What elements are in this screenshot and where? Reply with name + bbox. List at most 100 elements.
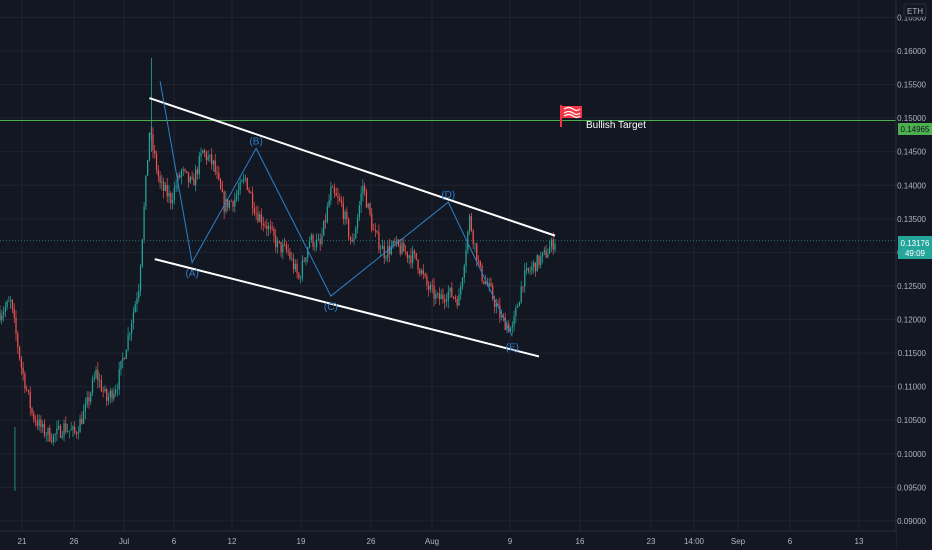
candle-body — [131, 323, 133, 334]
candle-body — [33, 413, 35, 420]
candle-body — [113, 393, 115, 399]
candle-body — [77, 432, 79, 434]
candle-body — [91, 379, 94, 394]
candle-body — [31, 407, 33, 414]
candle-body — [42, 423, 44, 428]
bullish-target-annotation[interactable]: Bullish Target — [560, 105, 646, 131]
candle-body — [479, 260, 481, 267]
candle-body — [319, 239, 321, 244]
channel-lower-line — [154, 258, 540, 358]
candle-body — [262, 223, 264, 225]
candle-body — [221, 188, 223, 193]
candle-body — [374, 230, 376, 232]
candle-body — [474, 243, 476, 245]
candle-body — [497, 304, 499, 306]
time-tick-label: 26 — [367, 537, 376, 546]
candle-body — [292, 258, 295, 270]
candle-body — [483, 280, 485, 284]
candle-body — [445, 301, 448, 302]
time-tick-label: 21 — [18, 537, 27, 546]
price-tick-label: 0.09000 — [897, 517, 926, 526]
candle-body — [470, 215, 473, 231]
candle-body — [397, 239, 400, 246]
candle-body — [260, 214, 263, 224]
candle-body — [323, 220, 325, 236]
candle-body — [8, 301, 10, 302]
candle-body — [501, 316, 503, 318]
candle-body — [74, 426, 76, 433]
grid — [0, 0, 896, 531]
candle-body — [504, 317, 506, 331]
candle-body — [477, 260, 480, 262]
candle-body — [533, 262, 535, 267]
candle-body — [116, 389, 119, 391]
candle-body — [291, 258, 293, 259]
candle-body — [145, 175, 147, 207]
candle-body — [460, 286, 462, 295]
candle-body — [264, 224, 266, 227]
candle-body — [372, 229, 375, 231]
candle-body — [456, 299, 458, 306]
currency-label: ETH — [907, 7, 923, 16]
candle-body — [399, 245, 401, 254]
candle-body — [308, 240, 311, 248]
candle-body — [332, 187, 334, 188]
candle-body — [63, 423, 65, 436]
price-axis[interactable]: 0.16500 0.16000 0.15500 0.15000 0.14500 0.140… — [895, 0, 932, 550]
candle-body — [401, 242, 403, 254]
time-axis[interactable]: 21 26 Jul 6 12 19 26 Aug 9 16 23 14:00 Sep 6 13 — [0, 530, 896, 550]
candle-body — [449, 287, 451, 292]
candle-body — [132, 312, 135, 324]
candle-body — [104, 389, 106, 392]
channel-upper-line — [149, 97, 556, 237]
wave-label: (B) — [249, 136, 262, 147]
candle-body — [527, 268, 529, 271]
candle-body — [326, 206, 328, 222]
candle-body — [52, 435, 54, 443]
candle-body — [276, 241, 279, 248]
wave-label: (D) — [441, 190, 455, 201]
candle-body — [129, 333, 131, 335]
wave-label: (A) — [185, 268, 198, 279]
candle-body — [250, 191, 252, 194]
candle-body — [273, 228, 275, 236]
candle-body — [310, 235, 312, 241]
candle-body — [47, 428, 49, 436]
candle-body — [211, 154, 213, 165]
candle-body — [200, 153, 202, 157]
candle-body — [541, 252, 544, 257]
candle-body — [141, 239, 143, 266]
candle-body — [157, 169, 159, 177]
candle-body — [143, 206, 145, 240]
candle-body — [305, 257, 307, 262]
candle-body — [296, 263, 298, 274]
candle-body — [123, 358, 126, 359]
candle-body — [511, 325, 513, 328]
price-tick-label: 0.10000 — [897, 450, 926, 459]
candle-body — [333, 187, 336, 194]
candle-body — [458, 294, 460, 306]
target-price-badge — [898, 123, 932, 135]
candle-body — [95, 369, 97, 378]
candle-body — [543, 250, 545, 253]
candle-body — [111, 390, 113, 399]
time-axis-background — [0, 531, 896, 550]
candle-body — [225, 198, 227, 212]
candle-body — [173, 187, 175, 201]
candle-body — [485, 282, 487, 284]
time-tick-label: 14:00 — [684, 537, 705, 546]
candle-body — [122, 358, 124, 361]
candle-body — [410, 255, 412, 263]
candle-body — [186, 170, 188, 173]
candle-body — [337, 195, 339, 198]
candle-body — [344, 211, 346, 220]
candle-body — [394, 241, 396, 243]
time-tick-label: 9 — [508, 537, 513, 546]
candle-body — [267, 226, 270, 230]
candle-body — [534, 262, 537, 272]
candle-body — [298, 273, 300, 279]
candle-body — [396, 239, 398, 243]
candle-body — [227, 198, 229, 208]
candle-body — [17, 333, 19, 348]
